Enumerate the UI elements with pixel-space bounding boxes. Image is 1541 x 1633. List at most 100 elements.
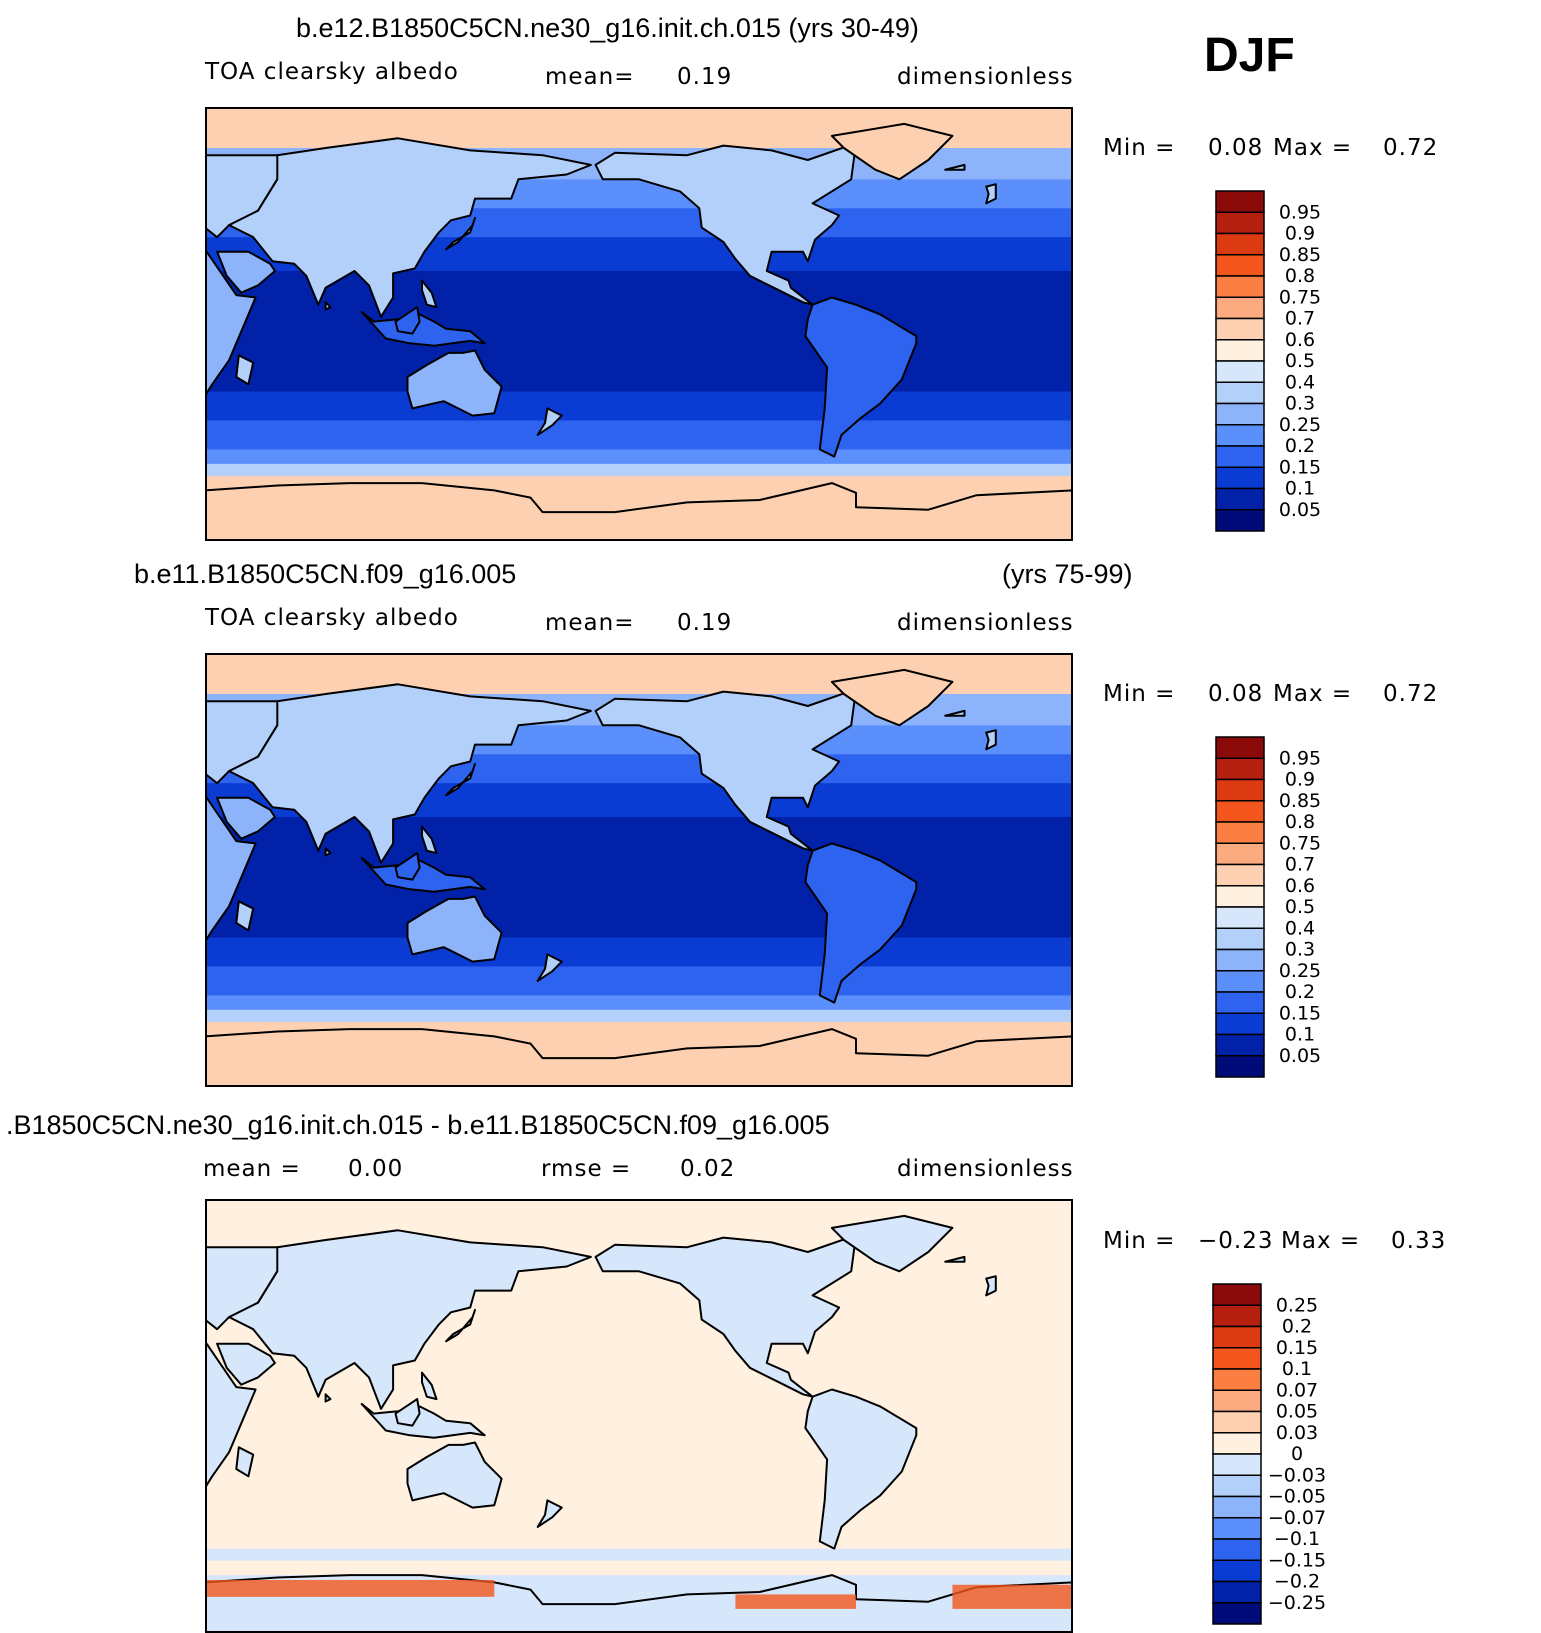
colorbar-tick-label: 0.15 — [1276, 1337, 1318, 1359]
colorbar-swatch — [1212, 1538, 1262, 1561]
map-contour-band — [205, 816, 1073, 939]
coastline-srilanka — [324, 1393, 332, 1403]
panel-1-max-value: 0.72 — [1383, 135, 1439, 161]
coastline-iceland — [944, 709, 966, 717]
colorbar-swatch — [1212, 1432, 1262, 1455]
colorbar-tick-label: 0.9 — [1285, 769, 1315, 791]
panel-2-title: b.e11.B1850C5CN.f09_g16.005 — [134, 559, 517, 589]
colorbar-tick-label: 0.25 — [1276, 1294, 1318, 1316]
coastline-britain — [985, 729, 997, 751]
panel-3-rmse-value: 0.02 — [680, 1156, 736, 1182]
colorbar-swatch — [1212, 1325, 1262, 1349]
colorbar-swatch — [1215, 927, 1265, 951]
map-frame — [205, 653, 1073, 1087]
colorbar-tick-label: 0.2 — [1285, 981, 1315, 1003]
colorbar-tick-label: 0.85 — [1279, 244, 1321, 266]
colorbar-swatch — [1215, 991, 1265, 1014]
map-contour-band — [205, 420, 1073, 450]
coastline-namerica — [594, 688, 857, 852]
colorbar-swatch — [1215, 863, 1265, 887]
panel-3-map — [205, 1199, 1073, 1633]
colorbar-tick-label: 0.75 — [1279, 286, 1321, 308]
panel-2-colorbar: 0.950.90.850.80.750.70.60.50.40.30.250.2… — [1215, 736, 1321, 1078]
coastline-samerica — [804, 1388, 918, 1550]
colorbar-tick-label: 0.1 — [1285, 1024, 1315, 1046]
panel-2-mean-label: mean= — [545, 610, 635, 636]
panel-1-min-value: 0.08 — [1208, 135, 1264, 161]
colorbar-swatch — [1215, 232, 1265, 256]
coastline-japan — [445, 216, 476, 251]
colorbar-tick-label: 0.8 — [1285, 811, 1315, 833]
map-anomaly-patch — [952, 1584, 1073, 1609]
panel-3-max-value: 0.33 — [1391, 1228, 1447, 1254]
panel-1-map — [205, 107, 1073, 541]
colorbar-swatch — [1215, 1012, 1265, 1036]
colorbar-swatch — [1215, 1055, 1265, 1078]
panel-3-mean-value: 0.00 — [348, 1156, 404, 1182]
panel-2-map — [205, 653, 1073, 1087]
coastline-britain — [985, 183, 997, 205]
colorbar-swatch — [1215, 317, 1265, 341]
coastline-srilanka — [324, 847, 332, 857]
panel-1-mean-label: mean= — [545, 64, 635, 90]
coastline-borneo — [394, 852, 421, 881]
map-contour-band — [205, 463, 1073, 477]
map-contour-band — [205, 391, 1073, 421]
panel-3-units: dimensionless — [897, 1156, 1074, 1182]
colorbar-swatch — [1215, 736, 1265, 759]
coastline-greenland — [830, 1214, 954, 1273]
colorbar-tick-label: 0.1 — [1282, 1358, 1312, 1380]
coastline-philippines — [421, 279, 438, 309]
map-contour-band — [205, 1009, 1073, 1023]
map-frame — [205, 107, 1073, 541]
map-contour-band — [205, 1560, 1073, 1576]
colorbar-tick-label: 0.7 — [1285, 308, 1315, 330]
colorbar-tick-label: 0.15 — [1279, 1002, 1321, 1024]
colorbar-swatch — [1215, 381, 1265, 405]
coastline-asia — [228, 137, 592, 318]
colorbar-tick-label: −0.05 — [1268, 1486, 1326, 1508]
colorbar-tick-label: 0 — [1291, 1443, 1303, 1465]
colorbar-tick-label: 0.9 — [1285, 223, 1315, 245]
colorbar-swatch — [1215, 275, 1265, 298]
coastline-nz — [536, 953, 563, 982]
coastline-madagascar — [235, 1446, 255, 1478]
map-anomaly-patch — [735, 1594, 856, 1609]
colorbar-tick-label: 0.4 — [1285, 917, 1315, 939]
colorbar-swatch — [1212, 1495, 1262, 1519]
panel-2-units: dimensionless — [897, 610, 1074, 636]
panel-2-max-value: 0.72 — [1383, 681, 1439, 707]
colorbar-tick-label: 0.95 — [1279, 201, 1321, 223]
panel-2-mean-value: 0.19 — [677, 610, 733, 636]
panel-2-variable: TOA clearsky albedo — [205, 605, 459, 631]
colorbar-swatch — [1215, 402, 1265, 426]
panel-3-mean-label: mean = — [203, 1156, 301, 1182]
coastline-asia — [228, 1229, 592, 1410]
map-contour-band — [205, 270, 1073, 393]
colorbar-swatch — [1212, 1347, 1262, 1370]
colorbar-swatch — [1215, 424, 1265, 447]
panel-2-min-value: 0.08 — [1208, 681, 1264, 707]
coastline-australia — [406, 1441, 503, 1509]
colorbar-swatch — [1212, 1283, 1262, 1306]
coastline-iceland — [944, 163, 966, 171]
colorbar-tick-label: 0.07 — [1276, 1379, 1318, 1401]
coastline-africa — [205, 794, 257, 944]
colorbar-swatch — [1215, 970, 1265, 993]
panel-3-colorbar: 0.250.20.150.10.070.050.030−0.03−0.05−0.… — [1212, 1283, 1326, 1625]
colorbar-tick-label: 0.85 — [1279, 790, 1321, 812]
colorbar-swatch — [1215, 948, 1265, 972]
colorbar-tick-label: 0.95 — [1279, 747, 1321, 769]
colorbar-tick-label: 0.05 — [1276, 1401, 1318, 1423]
coastline-greenland — [830, 122, 954, 181]
colorbar-swatch — [1212, 1368, 1262, 1391]
panel-3-min-label: Min = — [1103, 1228, 1176, 1254]
colorbar-tick-label: 0.3 — [1285, 939, 1315, 961]
coastline-srilanka — [324, 301, 332, 311]
colorbar-tick-label: 0.03 — [1276, 1422, 1318, 1444]
colorbar-swatch — [1212, 1453, 1262, 1476]
season-label: DJF — [1204, 29, 1295, 82]
panel-1-max-label: Max = — [1273, 135, 1353, 161]
panel-1-colorbar: 0.950.90.850.80.750.70.60.50.40.30.250.2… — [1215, 190, 1321, 532]
coastline-africa — [205, 248, 257, 398]
